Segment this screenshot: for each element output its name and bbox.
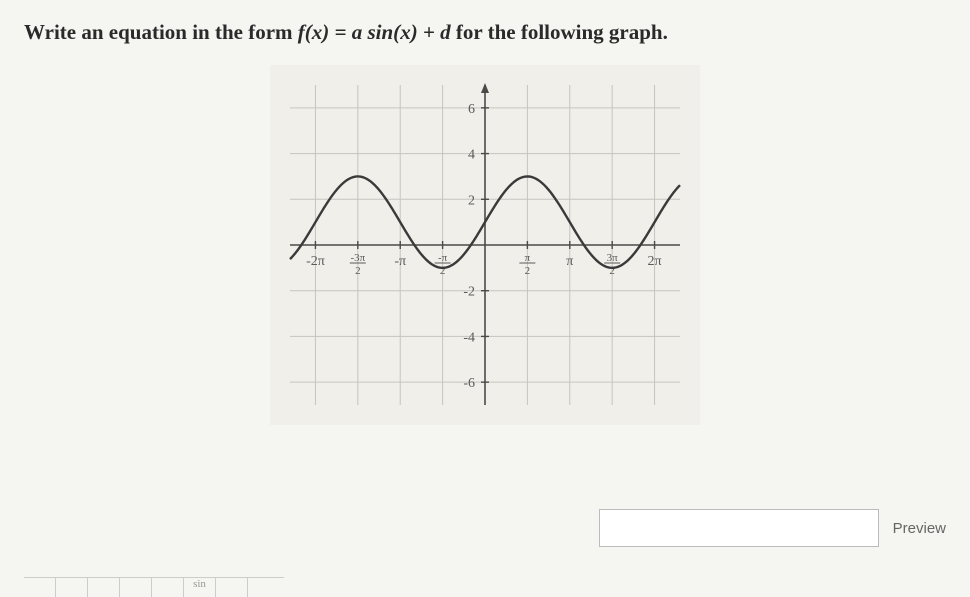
sine-graph: -6-4-2246-2π-3π2-π-π2π2π3π22π [270,65,700,425]
keypad-cell[interactable] [152,578,184,597]
svg-text:-π: -π [394,254,406,269]
keypad-strip: sin [24,577,284,597]
keypad-cell[interactable] [120,578,152,597]
svg-text:π: π [566,254,573,269]
question-prefix: Write an equation in the form [24,20,298,44]
svg-text:2: 2 [468,193,475,208]
keypad-cell[interactable] [88,578,120,597]
svg-text:π: π [525,252,531,264]
answer-row: Preview [599,509,946,547]
svg-text:-3π: -3π [350,252,365,264]
svg-text:-π: -π [438,252,448,264]
svg-text:2: 2 [525,265,531,277]
svg-text:-2: -2 [463,285,475,300]
answer-input[interactable] [599,509,879,547]
svg-text:3π: 3π [607,252,619,264]
preview-label[interactable]: Preview [893,520,946,537]
svg-text:4: 4 [468,148,475,163]
svg-text:6: 6 [468,102,475,117]
svg-text:2π: 2π [648,254,662,269]
svg-text:-4: -4 [463,330,475,345]
keypad-cell[interactable] [216,578,248,597]
keypad-cell[interactable] [56,578,88,597]
question-formula: f(x) = a sin(x) + d [298,20,456,44]
exercise-page: Write an equation in the form f(x) = a s… [0,0,970,597]
keypad-cell-sin[interactable]: sin [184,578,216,597]
question-text: Write an equation in the form f(x) = a s… [24,20,946,45]
keypad-cell[interactable] [24,578,56,597]
svg-text:-2π: -2π [306,254,325,269]
chart-container: -6-4-2246-2π-3π2-π-π2π2π3π22π [24,65,946,425]
question-suffix: for the following graph. [456,20,668,44]
svg-text:2: 2 [355,265,361,277]
svg-text:-6: -6 [463,376,475,391]
